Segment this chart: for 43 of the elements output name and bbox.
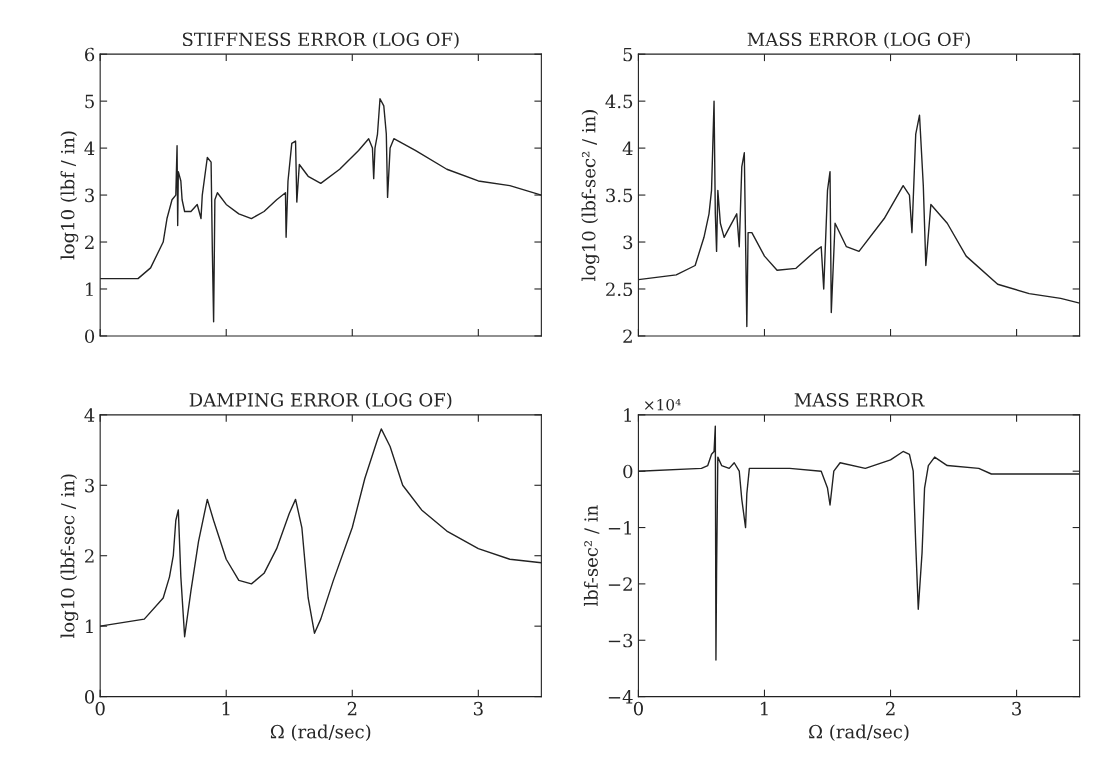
chart-title: MASS ERROR (LOG OF) [747, 32, 970, 49]
y-tick-label: 2 [85, 235, 94, 249]
y-tick-label: 0 [85, 329, 95, 344]
y-axis-title: lbf-sec² / in [583, 505, 600, 607]
x-tick-label: 3 [1012, 701, 1021, 716]
x-tick-label: 1 [222, 701, 230, 716]
y-axis-title: log10 (lbf-sec / in) [60, 474, 79, 638]
y-tick-label: 5 [85, 94, 94, 109]
chart-title: DAMPING ERROR (LOG OF) [189, 392, 452, 410]
y-tick-label: 3 [623, 235, 633, 250]
x-tick-label: 0 [633, 701, 643, 716]
text: ×10⁴ [644, 398, 681, 411]
y-tick-label: 1 [624, 408, 631, 422]
y-tick-label: 0 [85, 690, 95, 704]
y-tick-label: 1 [86, 619, 93, 634]
y-tick-label: 0 [623, 464, 633, 479]
y-tick-label: 2.5 [606, 282, 633, 297]
x-axis-title: Ω (rad/sec) [809, 724, 909, 742]
y-tick-label: 2 [85, 549, 94, 563]
y-tick-label: 4.5 [605, 94, 633, 109]
y-tick-label: −1 [608, 521, 631, 535]
y-tick-label: 4 [84, 408, 95, 422]
y-axis-title: log10 (lbf-sec² / in) [581, 110, 600, 281]
y-tick-label: 4 [622, 141, 633, 155]
y-tick-label: 5 [623, 47, 633, 62]
y-axis-title: log10 (lbf / in) [60, 131, 79, 260]
x-tick-label: 2 [886, 701, 895, 716]
x-tick-label: 3 [473, 701, 483, 716]
x-tick-label: 1 [760, 701, 768, 716]
y-tick-label: 3 [85, 478, 94, 493]
x-axis-title: Ω (rad/sec) [270, 724, 371, 742]
y-tick-label: −4 [608, 690, 633, 704]
y-tick-label: 3 [85, 188, 94, 203]
chart-title: STIFFNESS ERROR (LOG OF) [182, 32, 459, 49]
x-tick-label: 2 [347, 701, 357, 716]
y-tick-label: 3.5 [606, 188, 633, 203]
y-tick-label: 4 [84, 141, 95, 155]
y-tick-label: −3 [608, 633, 633, 648]
chart-title: MASS ERROR [794, 393, 925, 407]
y-tick-label: −2 [608, 577, 632, 591]
y-tick-label: 1 [86, 282, 93, 296]
y-tick-label: 2 [623, 329, 632, 343]
y-tick-label: 6 [85, 47, 95, 62]
